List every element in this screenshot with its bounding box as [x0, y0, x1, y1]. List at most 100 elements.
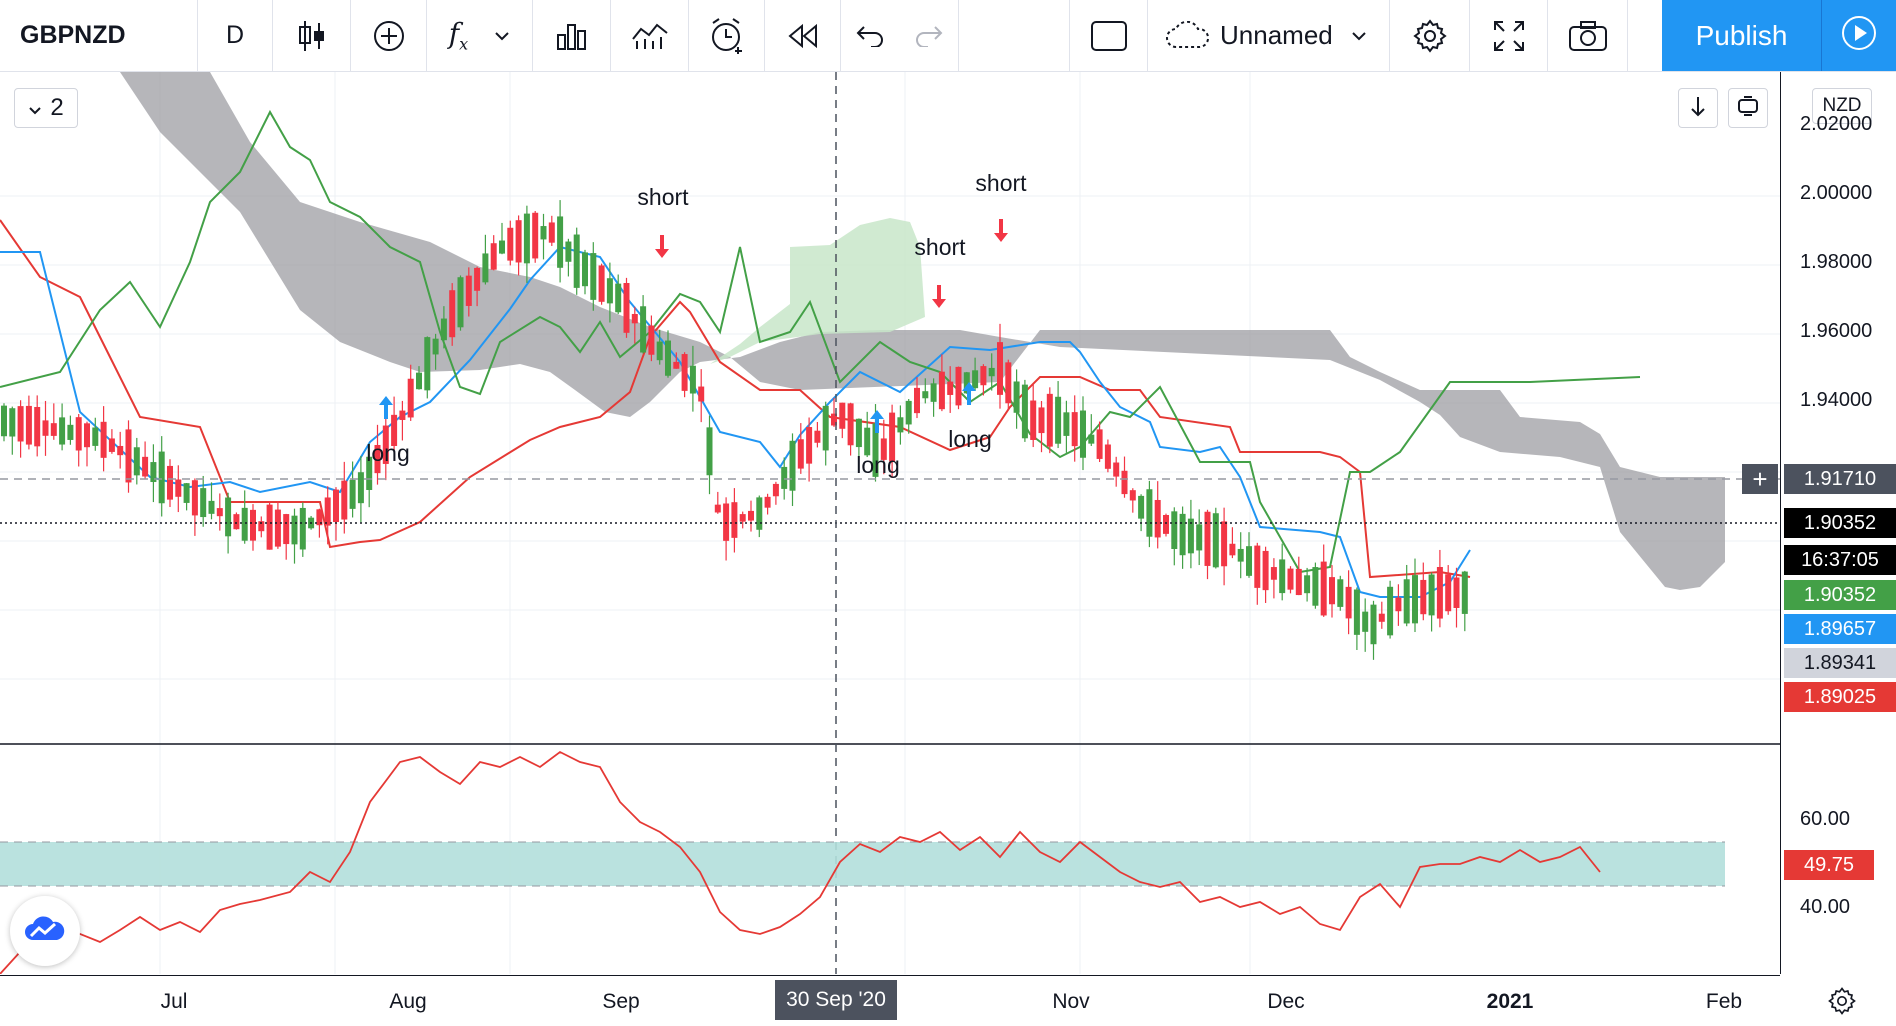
chevron-down-icon — [1351, 31, 1367, 41]
redo-button[interactable] — [899, 0, 959, 71]
candle-body — [1154, 499, 1161, 538]
compare-button[interactable] — [351, 0, 427, 71]
candle-body — [50, 423, 57, 436]
financials-button[interactable] — [533, 0, 611, 71]
candle-body — [648, 325, 655, 355]
candle-body — [457, 277, 464, 328]
candle-body — [1063, 412, 1070, 436]
candle-body — [150, 462, 157, 483]
tradingview-logo[interactable] — [10, 896, 80, 966]
candle-body — [1445, 574, 1452, 612]
candle-body — [1304, 575, 1311, 594]
price-tick: 2.00000 — [1800, 182, 1873, 204]
templates-button[interactable] — [611, 0, 689, 71]
candle-body — [283, 514, 290, 545]
candle-body — [75, 417, 82, 451]
indicators-button[interactable]: fx — [427, 0, 533, 71]
symbol-search-button[interactable]: GBPNZD — [0, 0, 198, 71]
short-signal-arrow — [655, 235, 669, 258]
candle-body — [133, 447, 140, 476]
candle-body — [789, 440, 796, 491]
candle-body — [1071, 412, 1078, 447]
candle-body — [515, 220, 522, 263]
candle-body — [1096, 429, 1103, 459]
candle-body — [615, 283, 622, 313]
candle-body — [938, 371, 945, 410]
candle-body — [814, 430, 821, 443]
publish-button[interactable]: Publish — [1662, 0, 1822, 71]
candle-body — [1038, 407, 1045, 434]
main-chart[interactable] — [0, 72, 1780, 974]
candle-body — [1387, 586, 1394, 636]
layout-name-button[interactable]: Unnamed — [1148, 0, 1390, 71]
legend-toggle-button[interactable]: 2 — [14, 88, 78, 128]
signal-label-long: long — [366, 440, 410, 466]
candle-body — [1187, 518, 1194, 554]
fullscreen-mode-button[interactable] — [1070, 0, 1148, 71]
scroll-to-realtime-button[interactable] — [1678, 88, 1718, 128]
candle-body — [1378, 613, 1385, 622]
add-alert-plus-button[interactable]: + — [1742, 464, 1778, 494]
bar-chart-icon — [555, 21, 589, 51]
price-axis[interactable] — [1780, 72, 1896, 974]
snapshot-button[interactable] — [1548, 0, 1628, 71]
crosshair-date-badge: 30 Sep '20 — [775, 980, 897, 1020]
maximize-pane-button[interactable] — [1728, 88, 1768, 128]
candle-body — [797, 439, 804, 469]
candle-body — [1412, 575, 1418, 624]
candle-body — [67, 424, 74, 440]
price-tick: 2.02000 — [1800, 113, 1873, 135]
replay-button[interactable] — [765, 0, 841, 71]
candle-body — [266, 504, 273, 550]
candle-body — [1196, 524, 1203, 551]
chevron-down-icon — [494, 31, 510, 41]
rsi-line — [0, 750, 1601, 974]
candle-body — [822, 405, 829, 451]
currency-label[interactable]: NZD — [1812, 88, 1872, 124]
candle-body — [988, 367, 995, 377]
candle-body — [1237, 548, 1244, 562]
candle-body — [631, 313, 638, 324]
undo-button[interactable] — [841, 0, 899, 71]
time-axis[interactable] — [0, 975, 1780, 1026]
fullscreen-button[interactable] — [1470, 0, 1548, 71]
candle-body — [1005, 362, 1012, 404]
candle-body — [391, 414, 398, 447]
camera-icon — [1568, 20, 1608, 52]
candle-body — [1279, 559, 1286, 594]
time-tick: Feb — [1705, 990, 1743, 1013]
candle-body — [972, 370, 979, 389]
alarm-clock-icon — [708, 17, 746, 55]
candle-body — [698, 386, 705, 402]
candle-body — [1146, 489, 1153, 537]
interval-button[interactable]: D — [198, 0, 273, 71]
short-signal-arrow — [932, 285, 946, 308]
candles-icon — [297, 19, 327, 53]
candle-body — [1121, 470, 1128, 495]
candle-body — [499, 240, 505, 254]
candle-body — [1262, 550, 1269, 591]
candle-body — [200, 488, 207, 518]
rsi-tick: 60.00 — [1800, 808, 1851, 830]
rsi-value-badge: 49.75 — [1784, 850, 1874, 880]
candle-body — [980, 366, 987, 386]
candle-body — [557, 216, 564, 268]
replay-play-button[interactable] — [1822, 0, 1896, 71]
candle-body — [1370, 604, 1377, 645]
settings-button[interactable] — [1390, 0, 1470, 71]
crosshair-price-badge: 1.91710 — [1784, 464, 1896, 494]
alert-button[interactable] — [689, 0, 765, 71]
candle-body — [25, 405, 32, 445]
plus-icon: + — [1752, 463, 1768, 494]
candle-body — [424, 337, 431, 391]
price-tick: 1.96000 — [1800, 320, 1873, 342]
chart-properties-button[interactable] — [1822, 983, 1862, 1023]
countdown-badge: 16:37:05 — [1784, 545, 1896, 575]
chart-type-button[interactable] — [273, 0, 351, 71]
candle-body — [855, 418, 862, 448]
candle-body — [930, 383, 937, 402]
candle-body — [1204, 511, 1211, 566]
candle-body — [167, 465, 173, 500]
candle-body — [1104, 444, 1111, 469]
candle-body — [880, 438, 887, 460]
